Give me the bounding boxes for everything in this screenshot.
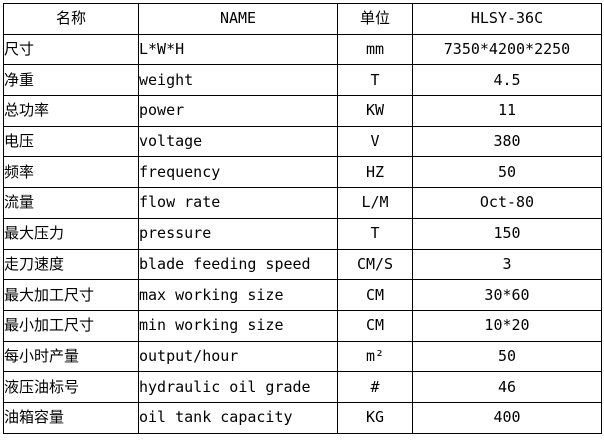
cell-value: 3 [412,248,602,281]
header-unit: 单位 [337,3,413,35]
table-row: 净重 weight T 4.5 [3,64,602,97]
cell-en-name: weight [138,64,338,97]
header-row: 名称 NAME 单位 HLSY-36C [3,3,602,35]
cell-value: 50 [412,156,602,189]
table-body: 尺寸 L*W*H mm 7350*4200*2250 净重 weight T 4.5 总功率 po… [3,33,602,434]
cell-en-name: pressure [138,217,338,250]
cell-cn-name: 走刀速度 [3,248,139,281]
cell-value: 7350*4200*2250 [412,33,602,66]
table-row: 流量 flow rate L/M Oct-80 [3,187,602,219]
cell-unit: CM [337,309,413,342]
cell-unit: m² [337,340,413,373]
cell-unit: KW [337,95,413,127]
cell-cn-name: 频率 [3,156,139,189]
cell-cn-name: 油箱容量 [3,401,139,434]
cell-unit: V [337,125,413,158]
cell-unit: HZ [337,156,413,189]
cell-unit: T [337,217,413,250]
cell-en-name: voltage [138,125,338,158]
cell-value: 4.5 [412,64,602,97]
cell-unit: T [337,64,413,97]
table-row: 油箱容量 oil tank capacity KG 400 [3,401,602,434]
cell-unit: CM/S [337,248,413,281]
cell-en-name: output/hour [138,340,338,373]
table-row: 频率 frequency HZ 50 [3,156,602,189]
cell-unit: mm [337,33,413,66]
cell-en-name: min working size [138,309,338,342]
cell-value: 150 [412,217,602,250]
cell-value: 10*20 [412,309,602,342]
cell-en-name: frequency [138,156,338,189]
cell-value: 400 [412,401,602,434]
cell-en-name: blade feeding speed [138,248,338,281]
table-row: 液压油标号 hydraulic oil grade #46 [3,371,602,403]
header-cn-name: 名称 [3,3,139,35]
table-row: 走刀速度 blade feeding speed CM/S 3 [3,248,602,281]
spec-table: 名称 NAME 单位 HLSY-36C 尺寸 L*W*H mm 7350*4200*2… [3,3,602,434]
table-row: 最小加工尺寸 min working size CM 10*20 [3,309,602,342]
cell-cn-name: 净重 [3,64,139,97]
cell-cn-name: 电压 [3,125,139,158]
cell-value: Oct-80 [412,187,602,219]
header-model: HLSY-36C [412,3,602,35]
cell-cn-name: 液压油标号 [3,371,139,403]
table-row: 最大压力 pressure T 150 [3,217,602,250]
cell-en-name: power [138,95,338,127]
cell-value: 11 [412,95,602,127]
cell-value: 380 [412,125,602,158]
cell-cn-name: 尺寸 [3,33,139,66]
cell-value: 50 [412,340,602,373]
cell-en-name: max working size [138,279,338,311]
table-row: 总功率 power KW 11 [3,95,602,127]
cell-unit: # [337,371,413,403]
cell-en-name: flow rate [138,187,338,219]
cell-unit: L/M [337,187,413,219]
cell-cn-name: 总功率 [3,95,139,127]
cell-unit: KG [337,401,413,434]
cell-en-name: oil tank capacity [138,401,338,434]
table-row: 尺寸 L*W*H mm 7350*4200*2250 [3,33,602,66]
cell-cn-name: 每小时产量 [3,340,139,373]
cell-unit: CM [337,279,413,311]
cell-value: 30*60 [412,279,602,311]
cell-value: 46 [412,371,602,403]
cell-cn-name: 最大加工尺寸 [3,279,139,311]
table-row: 每小时产量 output/hour m² 50 [3,340,602,373]
cell-cn-name: 最大压力 [3,217,139,250]
cell-en-name: hydraulic oil grade [138,371,338,403]
header-en-name: NAME [138,3,338,35]
cell-cn-name: 最小加工尺寸 [3,309,139,342]
table-row: 最大加工尺寸 max working size CM 30*60 [3,279,602,311]
table-row: 电压 voltage V 380 [3,125,602,158]
cell-en-name: L*W*H [138,33,338,66]
cell-cn-name: 流量 [3,187,139,219]
